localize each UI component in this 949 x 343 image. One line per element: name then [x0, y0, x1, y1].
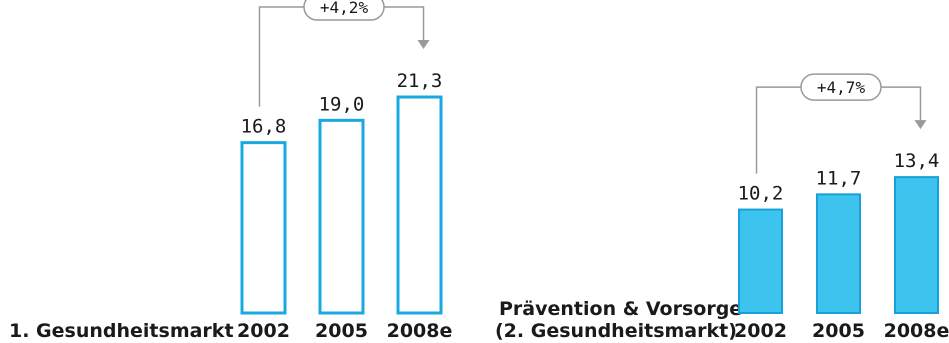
growth-arrow-head: [914, 120, 927, 130]
growth-rate-label: +4,7%: [817, 78, 866, 97]
chart-2-praevention-vorsorge: Prävention & Vorsorge (2. Gesundheitsmar…: [495, 73, 949, 342]
bar-2008e: [894, 176, 939, 314]
growth-rate-pill: [800, 73, 882, 101]
bar-2002: [738, 208, 783, 315]
x-tick-2008e: 2008e: [884, 320, 949, 342]
bar-2005: [318, 118, 365, 315]
value-label-2005: 11,7: [816, 167, 862, 189]
value-label-2002: 16,8: [241, 116, 287, 138]
value-label-2008e: 13,4: [894, 150, 940, 172]
growth-rate-label: +4,2%: [320, 0, 369, 17]
x-tick-2008e: 2008e: [387, 320, 453, 342]
bar-2002: [240, 141, 287, 315]
bar-2005: [816, 193, 861, 314]
chart-2-category-label-line-1: Prävention & Vorsorge: [499, 298, 742, 320]
x-tick-2002: 2002: [237, 320, 290, 342]
chart-2-category-label-line-2: (2. Gesundheitsmarkt): [495, 320, 737, 342]
chart-1-category-label: 1. Gesundheitsmarkt: [9, 320, 234, 342]
value-label-2002: 10,2: [738, 183, 784, 205]
x-tick-2002: 2002: [734, 320, 787, 342]
x-tick-2005: 2005: [315, 320, 368, 342]
growth-rate-pill: [303, 0, 385, 21]
value-label-2008e: 21,3: [397, 70, 443, 92]
value-label-2005: 19,0: [319, 93, 365, 115]
chart-1-gesundheitsmarkt: 1. Gesundheitsmarkt 16,8 19,0 21,3 2002 200…: [9, 0, 452, 342]
growth-arrow-head: [417, 40, 430, 50]
x-tick-2005: 2005: [812, 320, 865, 342]
bar-2008e: [396, 95, 443, 315]
